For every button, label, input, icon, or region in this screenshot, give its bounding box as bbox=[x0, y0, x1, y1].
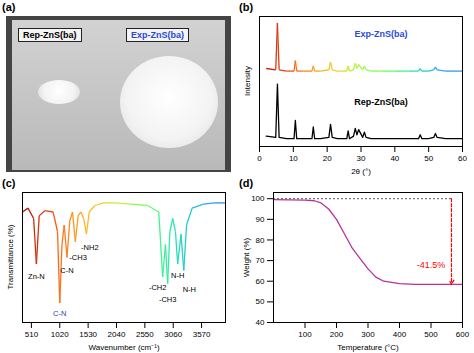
svg-text:-CH2: -CH2 bbox=[149, 283, 167, 292]
html-text:Transmittance (%): Transmittance (%) bbox=[5, 224, 15, 290]
svg-text:20: 20 bbox=[323, 154, 332, 163]
svg-text:Rep-ZnS(ba): Rep-ZnS(ba) bbox=[354, 97, 408, 107]
svg-text:300: 300 bbox=[361, 330, 375, 339]
svg-text:Wavenumber (cm⁻¹): Wavenumber (cm⁻¹) bbox=[88, 343, 159, 352]
svg-text:N-H: N-H bbox=[183, 285, 196, 294]
svg-text:500: 500 bbox=[424, 330, 438, 339]
svg-text:80: 80 bbox=[256, 236, 265, 245]
svg-text:2θ (°): 2θ (°) bbox=[351, 167, 371, 176]
svg-text:50: 50 bbox=[424, 154, 433, 163]
svg-text:30: 30 bbox=[357, 154, 366, 163]
html-text:Rep-ZnS(ba): Rep-ZnS(ba) bbox=[23, 30, 77, 40]
svg-text:-CH3: -CH3 bbox=[69, 253, 87, 262]
svg-text:510: 510 bbox=[25, 330, 39, 339]
svg-text:3060: 3060 bbox=[164, 330, 182, 339]
svg-text:N-H: N-H bbox=[171, 271, 184, 280]
svg-text:-NH2: -NH2 bbox=[81, 243, 99, 252]
svg-text:40: 40 bbox=[256, 318, 265, 327]
html-text:(c): (c) bbox=[2, 177, 16, 189]
html-text:Exp-ZnS(ba): Exp-ZnS(ba) bbox=[131, 30, 184, 40]
svg-text:2550: 2550 bbox=[136, 330, 154, 339]
svg-text:50: 50 bbox=[256, 297, 265, 306]
svg-text:1530: 1530 bbox=[79, 330, 97, 339]
svg-text:100: 100 bbox=[251, 194, 265, 203]
svg-text:Temperature (°C): Temperature (°C) bbox=[337, 343, 399, 352]
svg-text:60: 60 bbox=[256, 277, 265, 286]
svg-text:C-N: C-N bbox=[60, 266, 73, 275]
svg-text:60: 60 bbox=[458, 154, 467, 163]
svg-text:3570: 3570 bbox=[193, 330, 211, 339]
svg-text:400: 400 bbox=[393, 330, 407, 339]
svg-text:1020: 1020 bbox=[51, 330, 69, 339]
svg-text:40: 40 bbox=[390, 154, 399, 163]
html-text:(a): (a) bbox=[2, 1, 16, 13]
svg-text:70: 70 bbox=[256, 256, 265, 265]
svg-text:Exp-ZnS(ba): Exp-ZnS(ba) bbox=[355, 29, 408, 39]
svg-text:C-N: C-N bbox=[53, 309, 66, 318]
svg-text:-CH3: -CH3 bbox=[159, 295, 177, 304]
html-text:(b): (b) bbox=[239, 1, 253, 13]
svg-text:Zn-N: Zn-N bbox=[28, 272, 45, 281]
svg-text:200: 200 bbox=[330, 330, 344, 339]
svg-text:90: 90 bbox=[256, 215, 265, 224]
html-text:(d): (d) bbox=[239, 177, 253, 189]
svg-text:600: 600 bbox=[456, 330, 470, 339]
svg-text:2040: 2040 bbox=[108, 330, 126, 339]
svg-text:100: 100 bbox=[298, 330, 312, 339]
svg-text:-41.5%: -41.5% bbox=[417, 260, 446, 270]
html-text:Intensity: Intensity bbox=[242, 66, 252, 96]
svg-text:10: 10 bbox=[289, 154, 298, 163]
svg-text:0: 0 bbox=[257, 154, 262, 163]
svg-text:Weight (%): Weight (%) bbox=[242, 237, 251, 277]
